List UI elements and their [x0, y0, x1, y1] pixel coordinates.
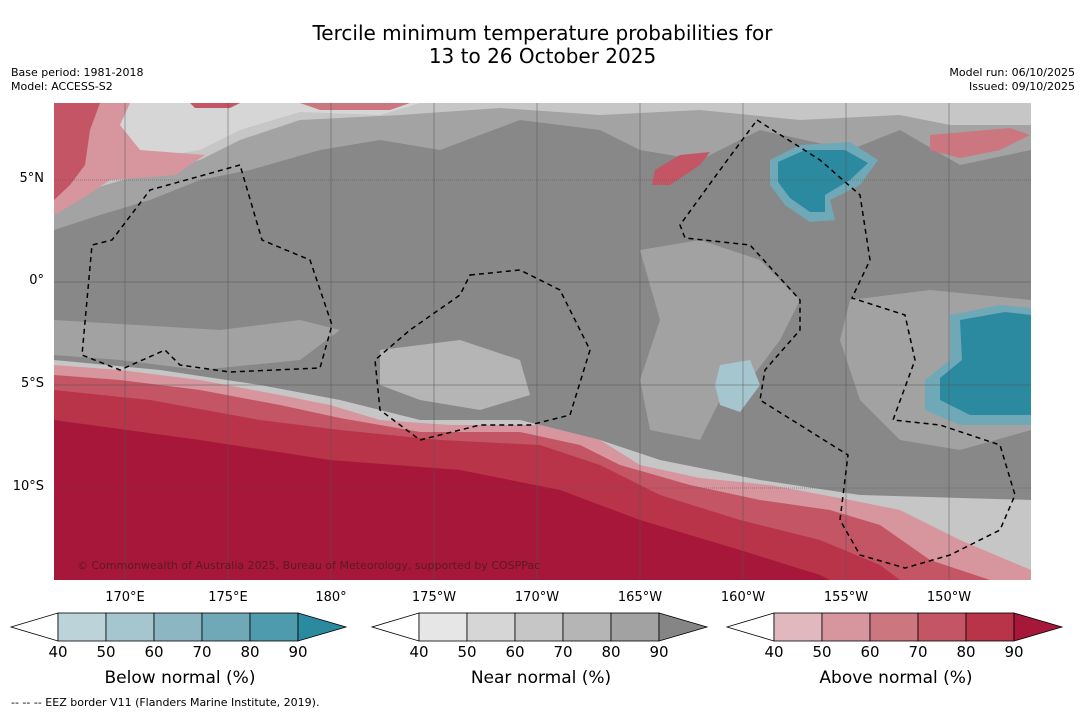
colorbar-segment [610, 612, 660, 642]
meta-left: Base period: 1981-2018 Model: ACCESS-S2 [11, 66, 143, 94]
colorbar-segment [201, 612, 251, 642]
colorbar-title-below: Below normal (%) [104, 668, 256, 688]
above-normal-patch-ne [930, 128, 1030, 158]
colorbar-extend-low [10, 612, 59, 642]
colorbar-tick-label: 50 [457, 643, 477, 661]
meta-right: Model run: 06/10/2025 Issued: 09/10/2025 [949, 66, 1075, 94]
colorbar-tick-label: 90 [1004, 643, 1024, 661]
colorbar-tick-label: 80 [601, 643, 621, 661]
map-title: Tercile minimum temperature probabilitie… [0, 22, 1085, 68]
colorbar-tick-label: 40 [409, 643, 429, 661]
colorbar-tick-label: 70 [192, 643, 212, 661]
model-run: Model run: 06/10/2025 [949, 66, 1075, 79]
colorbar-segment [153, 612, 203, 642]
near-normal-70-north [54, 103, 1031, 230]
colorbar-tick-label: 50 [96, 643, 116, 661]
near-normal-60-central [380, 340, 530, 410]
below-normal-center-50 [715, 360, 760, 412]
eez-borders [81, 118, 1016, 569]
colorbar-extend-low [726, 612, 775, 642]
map-fields [54, 103, 1031, 580]
colorbar-segment [821, 612, 871, 642]
lat-label-0: 0° [29, 273, 44, 288]
colorbar-tick-label: 90 [288, 643, 308, 661]
colorbar-tick-label: 50 [812, 643, 832, 661]
colorbar-title-near: Near normal (%) [470, 668, 612, 688]
colorbar-segment [514, 612, 564, 642]
eez-footnote: -- -- -- EEZ border V11 (Flanders Marine… [11, 696, 320, 709]
lon-label-175e: 175°E [208, 590, 248, 605]
colorbar-segment [869, 612, 919, 642]
colorbar-extend-high [1013, 612, 1064, 642]
colorbar-extend-high [297, 612, 348, 642]
lon-label-170w: 170°W [514, 590, 560, 605]
colorbar-title-above: Above normal (%) [819, 668, 973, 688]
below-normal-east-90 [940, 312, 1031, 415]
colorbar-segment [773, 612, 823, 642]
colorbar-extend-high [658, 612, 709, 642]
lon-label-175w: 175°W [411, 590, 457, 605]
colorbar-segment [249, 612, 299, 642]
lat-label-5n: 5°N [19, 171, 45, 186]
lon-label-170e: 170°E [105, 590, 145, 605]
lon-label-150w: 150°W [926, 590, 972, 605]
lon-label-155w: 155°W [823, 590, 869, 605]
above-normal-patch-east [652, 152, 710, 185]
title-line-2: 13 to 26 October 2025 [428, 44, 657, 68]
lat-label-5s: 5°S [20, 376, 44, 391]
colorbar-tick-label: 90 [649, 643, 669, 661]
colorbar-segment [466, 612, 516, 642]
colorbar-near-normal [371, 612, 709, 642]
title-line-1: Tercile minimum temperature probabilitie… [312, 21, 773, 45]
colorbar-tick-label: 80 [956, 643, 976, 661]
above-normal-top-patch [190, 103, 240, 108]
colorbar-tick-label: 70 [908, 643, 928, 661]
colorbar-segment [57, 612, 107, 642]
below-normal-north-90 [778, 150, 868, 212]
colorbar-tick-label: 40 [48, 643, 68, 661]
model-name: Model: ACCESS-S2 [11, 80, 113, 93]
lon-label-165w: 165°W [617, 590, 663, 605]
colorbar-tick-label: 60 [860, 643, 880, 661]
colorbar-tick-label: 70 [553, 643, 573, 661]
lon-label-180: 180° [315, 590, 347, 605]
colorbar-below-normal [10, 612, 348, 642]
colorbar-tick-label: 60 [144, 643, 164, 661]
colorbar-extend-low [371, 612, 420, 642]
above-normal-nw-50 [54, 103, 205, 215]
above-normal-nw-70 [54, 103, 100, 200]
near-normal-70-west [54, 320, 340, 370]
colorbar-segment [965, 612, 1015, 642]
lon-label-160w: 160°W [720, 590, 766, 605]
colorbar-tick-label: 80 [240, 643, 260, 661]
colorbar-segment [917, 612, 967, 642]
base-period: Base period: 1981-2018 [11, 66, 144, 79]
colorbar-segment [105, 612, 155, 642]
above-normal-top-patch-2 [300, 103, 410, 110]
near-normal-70-center [640, 240, 800, 440]
colorbar-tick-label: 40 [764, 643, 784, 661]
above-normal-south-90 [54, 420, 830, 580]
lat-label-10s: 10°S [12, 479, 44, 494]
colorbar-segment [562, 612, 612, 642]
colorbar-above-normal [726, 612, 1064, 642]
colorbar-tick-label: 60 [505, 643, 525, 661]
copyright-notice: © Commonwealth of Australia 2025, Bureau… [77, 559, 541, 572]
colorbar-segment [418, 612, 468, 642]
issued-date: Issued: 09/10/2025 [968, 80, 1075, 93]
